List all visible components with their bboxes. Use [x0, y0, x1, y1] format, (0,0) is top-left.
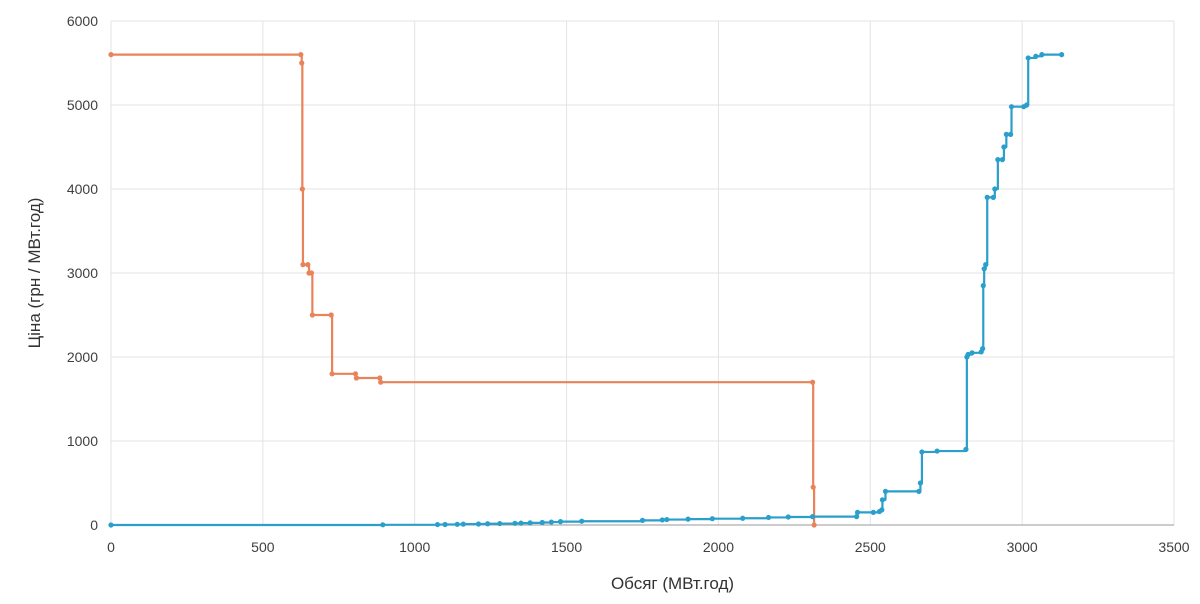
data-point: [1008, 131, 1014, 137]
data-point: [299, 186, 305, 192]
x-tick-label: 1500: [551, 539, 582, 555]
data-point: [380, 522, 386, 528]
data-point: [328, 312, 334, 318]
data-point: [740, 515, 746, 521]
data-point: [377, 375, 383, 381]
data-point: [300, 262, 306, 268]
data-point: [965, 351, 971, 358]
data-point: [1008, 104, 1015, 110]
data-point: [442, 521, 448, 528]
data-point: [329, 371, 335, 377]
data-point: [992, 186, 998, 192]
data-point: [475, 521, 482, 527]
y-tick-label: 4000: [67, 181, 98, 197]
y-tick-label: 1000: [67, 433, 98, 449]
data-point: [1039, 52, 1045, 58]
x-tick-label: 500: [251, 539, 275, 555]
tick-labels: 0 500 1000 1500 2000 2500 3000 3500 0 1000 2000 300…: [67, 13, 1190, 555]
data-point: [981, 266, 987, 272]
data-point: [879, 507, 885, 513]
y-tick-label: 0: [90, 517, 98, 533]
x-tick-label: 1000: [399, 539, 430, 555]
data-point: [378, 379, 384, 385]
data-point: [809, 514, 816, 520]
series-layer: [108, 52, 1065, 528]
data-point: [1024, 102, 1030, 108]
data-point: [579, 518, 585, 524]
data-point: [108, 52, 114, 58]
data-point: [1003, 131, 1009, 137]
data-point: [512, 520, 518, 526]
y-tick-label: 5000: [67, 97, 98, 113]
data-point: [685, 516, 691, 522]
data-point: [305, 262, 311, 268]
data-point: [1001, 144, 1007, 150]
data-point: [969, 350, 975, 356]
data-point: [934, 448, 940, 454]
data-point: [309, 312, 315, 318]
data-point: [639, 517, 646, 523]
data-point: [980, 283, 986, 289]
data-point: [434, 521, 441, 528]
data-point: [527, 520, 533, 526]
data-point: [1025, 55, 1031, 61]
data-point: [854, 509, 861, 515]
x-tick-label: 0: [107, 539, 115, 555]
data-point: [983, 262, 989, 268]
data-point: [916, 488, 922, 494]
data-point: [984, 194, 990, 200]
data-point: [709, 516, 715, 522]
data-point: [308, 270, 315, 276]
data-point: [1033, 53, 1039, 59]
data-point: [1059, 52, 1065, 58]
data-point: [497, 520, 503, 527]
y-axis-title: Ціна (грн / МВт.год): [25, 198, 44, 349]
data-point: [664, 516, 670, 523]
data-point: [298, 52, 304, 58]
data-point: [879, 497, 886, 503]
data-point: [659, 517, 665, 523]
data-point: [454, 521, 460, 527]
y-tick-label: 6000: [67, 13, 98, 29]
data-point: [963, 446, 969, 452]
data-point: [995, 157, 1001, 163]
data-point: [485, 521, 491, 527]
data-point: [811, 522, 817, 528]
data-point: [108, 522, 114, 528]
x-axis-title: Обсяг (МВт.год): [611, 574, 734, 593]
data-point: [980, 346, 986, 352]
grid: [110, 20, 1175, 526]
data-point: [353, 375, 360, 381]
series-line-1: [111, 53, 1062, 527]
data-point: [919, 449, 925, 455]
series-line-0: [111, 53, 816, 525]
y-tick-label: 2000: [67, 349, 98, 365]
data-point: [870, 509, 876, 515]
data-point: [999, 157, 1006, 163]
data-point: [882, 488, 889, 494]
data-point: [518, 520, 524, 526]
data-point: [785, 514, 791, 520]
data-point: [917, 480, 923, 486]
data-point: [548, 519, 554, 525]
x-tick-label: 3000: [1007, 539, 1038, 555]
data-point: [352, 371, 359, 377]
data-point: [557, 519, 564, 525]
x-tick-label: 2000: [703, 539, 734, 555]
data-point: [810, 484, 816, 490]
data-point: [299, 60, 305, 66]
data-point: [854, 514, 860, 520]
data-point: [990, 194, 996, 200]
x-tick-label: 3500: [1158, 539, 1189, 555]
y-tick-label: 3000: [67, 265, 98, 281]
data-point: [539, 519, 545, 526]
data-point: [765, 514, 772, 521]
data-point: [809, 379, 816, 385]
data-point: [460, 521, 466, 527]
x-tick-label: 2500: [855, 539, 886, 555]
